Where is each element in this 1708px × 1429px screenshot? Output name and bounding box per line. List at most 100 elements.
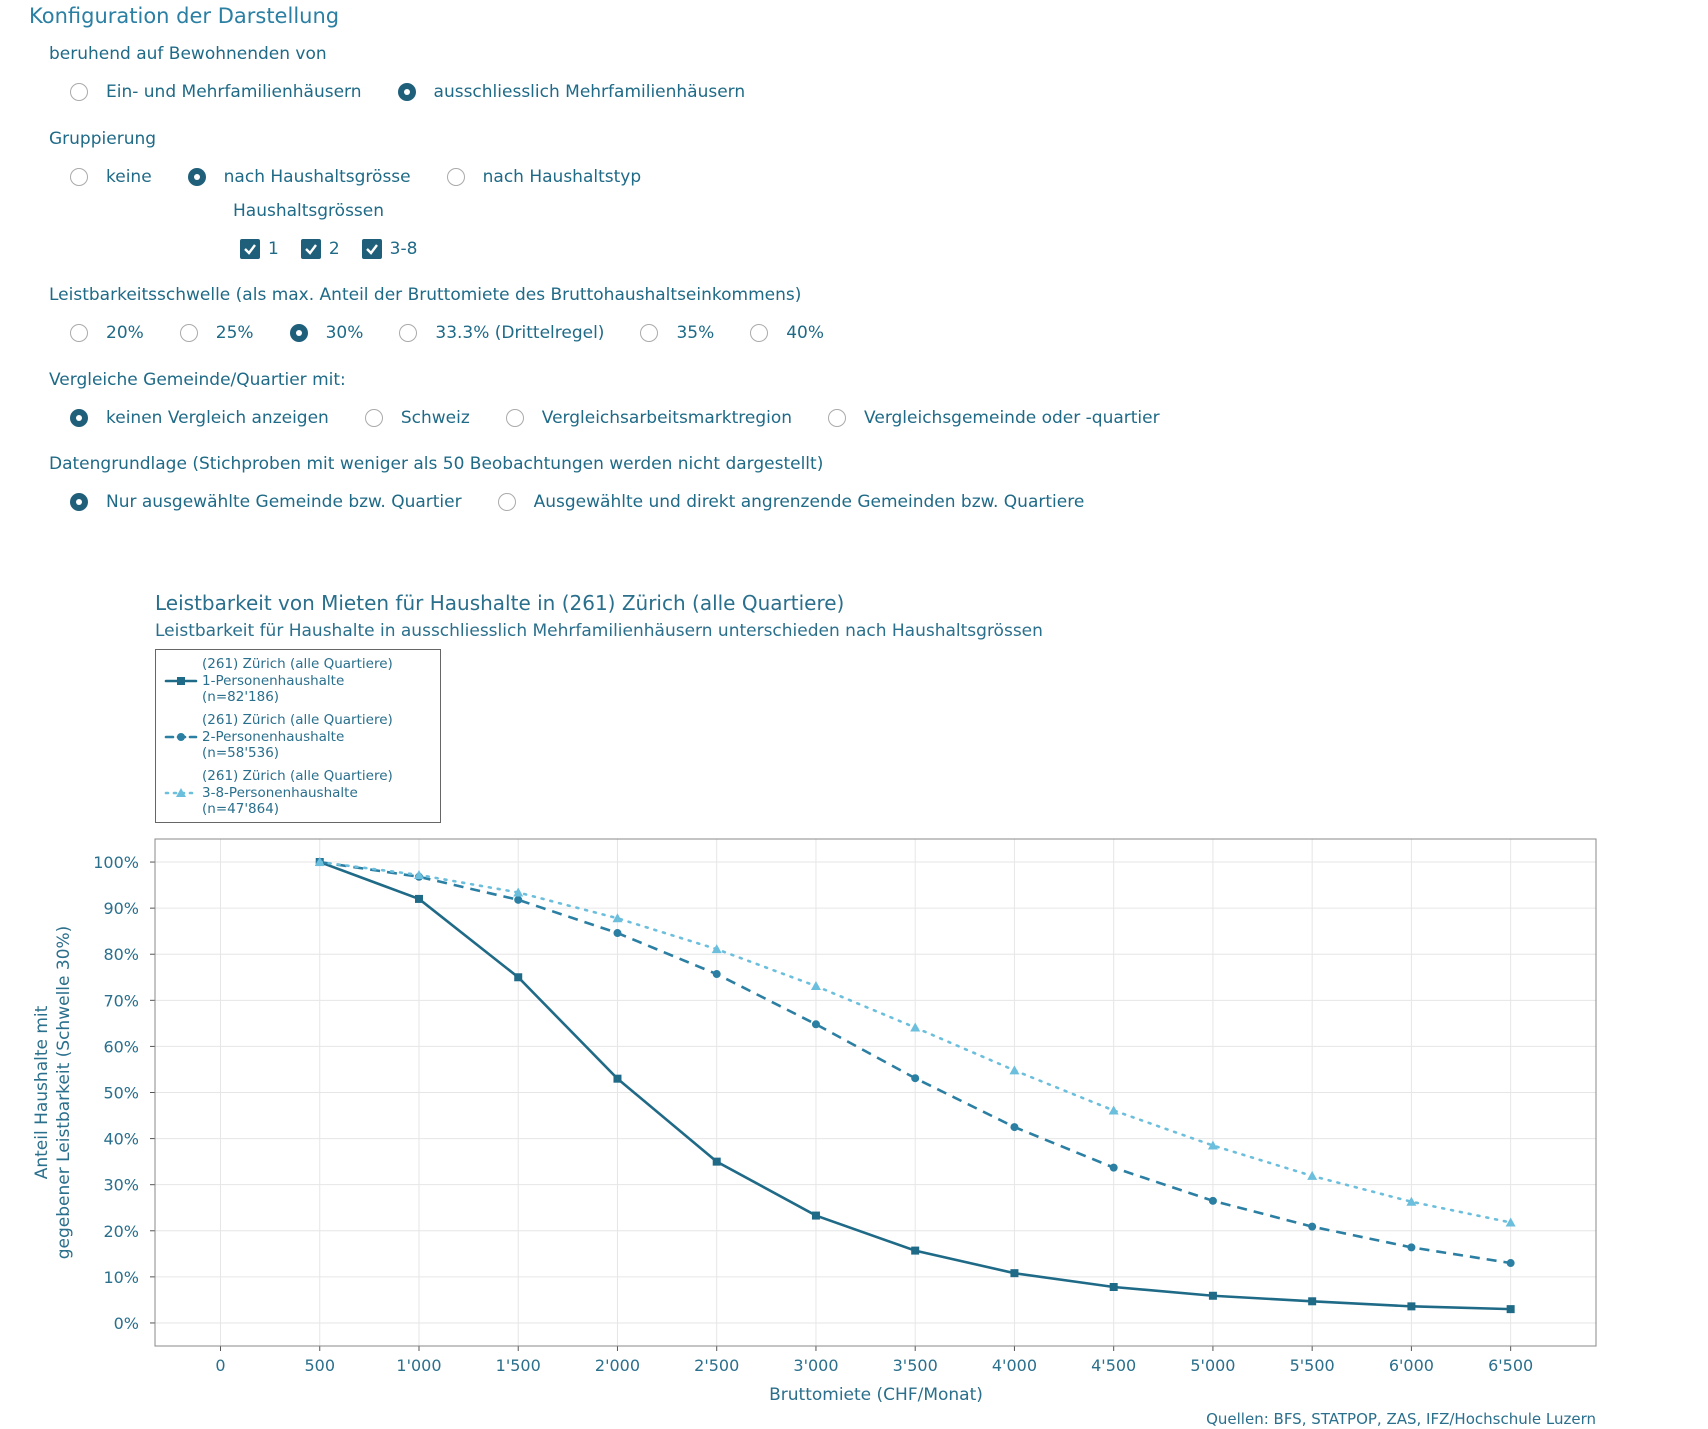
- radio-button[interactable]: [70, 409, 88, 427]
- checkbox[interactable]: [300, 239, 321, 259]
- y-tick-label: 80%: [103, 945, 139, 964]
- radio-option[interactable]: nach Haushaltsgrösse: [187, 167, 411, 187]
- radio-option[interactable]: Schweiz: [364, 408, 470, 428]
- radio-button[interactable]: [70, 493, 88, 511]
- y-tick-label: 20%: [103, 1222, 139, 1241]
- radio-button[interactable]: [750, 324, 769, 342]
- radio-button[interactable]: [446, 168, 465, 186]
- radio-label: nach Haushaltstyp: [482, 167, 642, 187]
- radio-option[interactable]: 40%: [750, 323, 824, 343]
- checkbox-group: 1 2 3-8: [240, 239, 439, 259]
- radio-option[interactable]: Vergleichsgemeinde oder -quartier: [828, 408, 1160, 428]
- radio-option[interactable]: 20%: [70, 323, 144, 343]
- legend: (261) Zürich (alle Quartiere) 1-Personen…: [155, 649, 441, 823]
- marker: [613, 929, 622, 938]
- radio-option[interactable]: 25%: [179, 323, 254, 343]
- marker: [413, 869, 424, 879]
- marker: [1208, 1291, 1217, 1300]
- radio-button[interactable]: [399, 324, 418, 342]
- chart-subtitle: Leistbarkeit für Haushalte in ausschlies…: [155, 621, 1043, 641]
- legend-item: (261) Zürich (alle Quartiere) 1-Personen…: [156, 653, 440, 709]
- radio-option[interactable]: Nur ausgewählte Gemeinde bzw. Quartier: [70, 492, 462, 512]
- y-tick-label: 100%: [93, 853, 139, 872]
- radio-option[interactable]: ausschliesslich Mehrfamilienhäusern: [397, 82, 746, 102]
- radio-label: keine: [106, 167, 152, 187]
- checkbox-option[interactable]: 3-8: [361, 239, 418, 259]
- radio-label: ausschliesslich Mehrfamilienhäusern: [433, 82, 746, 102]
- marker: [712, 1157, 721, 1166]
- marker: [1109, 1163, 1118, 1172]
- marker: [811, 1211, 820, 1220]
- radio-option[interactable]: keine: [70, 167, 152, 187]
- radio-label: Ausgewählte und direkt angrenzende Gemei…: [533, 492, 1085, 512]
- checkbox-label: 2: [328, 239, 340, 259]
- radio-button[interactable]: [70, 324, 88, 342]
- radio-option[interactable]: Ausgewählte und direkt angrenzende Gemei…: [497, 492, 1085, 512]
- x-tick-label: 1'000: [396, 1356, 441, 1375]
- checkbox[interactable]: [361, 239, 382, 259]
- section-label: Vergleiche Gemeinde/Quartier mit:: [49, 370, 346, 390]
- radio-button[interactable]: [187, 168, 206, 186]
- legend-label: (261) Zürich (alle Quartiere) 2-Personen…: [202, 712, 393, 762]
- legend-key: [164, 788, 198, 797]
- radio-option[interactable]: Vergleichsarbeitsmarktregion: [505, 408, 793, 428]
- y-tick-label: 90%: [103, 899, 139, 918]
- x-tick-label: 0: [215, 1356, 225, 1375]
- radio-option[interactable]: 35%: [640, 323, 714, 343]
- radio-label: 30%: [325, 323, 364, 343]
- marker: [514, 895, 523, 904]
- radio-option[interactable]: nach Haushaltstyp: [446, 167, 642, 187]
- marker: [1010, 1269, 1019, 1278]
- marker: [1010, 1123, 1019, 1132]
- checkbox-label: 1: [268, 239, 279, 259]
- radio-option[interactable]: 33.3% (Drittelregel): [399, 323, 604, 343]
- marker: [314, 857, 325, 867]
- radio-option[interactable]: Ein- und Mehrfamilienhäusern: [70, 82, 362, 102]
- checkbox-option[interactable]: 1: [240, 239, 279, 259]
- radio-button[interactable]: [179, 324, 198, 342]
- legend-label: (261) Zürich (alle Quartiere) 3-8-Person…: [202, 768, 393, 818]
- marker: [1207, 1140, 1218, 1150]
- section-label: beruhend auf Bewohnenden von: [49, 44, 327, 64]
- check-icon: [365, 244, 378, 255]
- checkbox-option[interactable]: 2: [300, 239, 340, 259]
- radio-label: Vergleichsgemeinde oder -quartier: [864, 408, 1160, 428]
- radio-label: 25%: [215, 323, 254, 343]
- marker: [612, 913, 623, 923]
- checkbox-label: 3-8: [389, 239, 418, 259]
- radio-button[interactable]: [289, 324, 308, 342]
- marker: [513, 887, 524, 897]
- y-tick-label: 0%: [114, 1314, 139, 1333]
- check-mark: [365, 244, 378, 255]
- radio-button[interactable]: [497, 493, 516, 511]
- radio-label: Vergleichsarbeitsmarktregion: [541, 408, 793, 428]
- marker: [1505, 1217, 1516, 1227]
- marker: [810, 981, 821, 991]
- radio-button[interactable]: [828, 409, 847, 427]
- marker: [177, 733, 185, 741]
- radio-group: Nur ausgewählte Gemeinde bzw. Quartier Au…: [70, 492, 1120, 512]
- legend-item: (261) Zürich (alle Quartiere) 2-Personen…: [156, 709, 440, 765]
- radio-group: keinen Vergleich anzeigen Schweiz Vergleic…: [70, 408, 1196, 428]
- marker: [911, 1074, 920, 1083]
- marker: [1407, 1243, 1416, 1252]
- y-tick-label: 40%: [103, 1130, 139, 1149]
- marker: [1208, 1196, 1217, 1205]
- legend-label: (261) Zürich (alle Quartiere) 1-Personen…: [202, 656, 393, 706]
- marker: [712, 970, 721, 979]
- section-label: Datengrundlage (Stichproben mit weniger …: [49, 454, 824, 474]
- marker: [514, 973, 523, 982]
- checkbox[interactable]: [240, 239, 260, 259]
- chart-title: Leistbarkeit von Mieten für Haushalte in…: [155, 591, 844, 615]
- sub-label: Haushaltsgrössen: [233, 201, 385, 221]
- radio-button[interactable]: [505, 409, 524, 427]
- radio-option[interactable]: keinen Vergleich anzeigen: [70, 408, 329, 428]
- radio-option[interactable]: 30%: [289, 323, 364, 343]
- radio-button[interactable]: [397, 83, 416, 101]
- radio-button[interactable]: [70, 168, 88, 186]
- y-tick-label: 30%: [103, 1176, 139, 1195]
- radio-button[interactable]: [364, 409, 383, 427]
- radio-button[interactable]: [640, 324, 659, 342]
- radio-button[interactable]: [70, 83, 88, 101]
